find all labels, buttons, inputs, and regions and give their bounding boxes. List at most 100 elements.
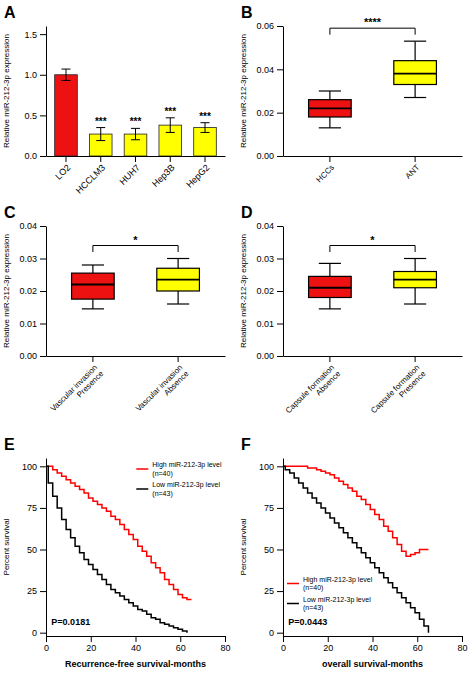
- whisker: [415, 85, 416, 98]
- legend-label-line: (n=43): [152, 490, 172, 498]
- legend-label: High miR-212-3p level(n=40): [152, 461, 222, 478]
- error-bar: [166, 118, 175, 133]
- median: [394, 73, 437, 75]
- tick-mark: [415, 356, 416, 362]
- tick-mark: [205, 156, 206, 162]
- tick-label-line: HCCLM3: [74, 162, 107, 195]
- box: [309, 100, 352, 117]
- tick-label: 100: [22, 462, 37, 472]
- tick: 20: [323, 636, 333, 653]
- texts: *Relative miR-212-3p expressionC: [2, 204, 178, 348]
- tick-label: 0.02: [256, 108, 274, 118]
- tick-mark: [40, 466, 46, 467]
- annotation: ***: [95, 116, 107, 127]
- legend-swatch: [287, 583, 299, 585]
- tick-mark: [40, 259, 46, 260]
- tick: 50: [27, 545, 46, 555]
- tick-label: Vascular invasionPresence: [49, 363, 106, 420]
- tick: LO2: [53, 156, 72, 182]
- y-axis-title: Relative miR-212-3p expression: [239, 34, 248, 148]
- tick-label-line: Absence: [162, 369, 191, 398]
- tick-label: 0.01: [256, 319, 274, 329]
- tick: 75: [27, 503, 46, 513]
- whisker-cap: [82, 264, 104, 265]
- tick-label: LO2: [53, 162, 72, 181]
- tick-label: 0: [44, 643, 49, 653]
- whisker: [329, 263, 330, 276]
- whisker: [415, 288, 416, 304]
- figure: ************Relative miR-212-3p expressi…: [0, 0, 474, 674]
- x-axis-title: overall survival-months: [322, 659, 423, 669]
- box: [309, 276, 352, 297]
- x-axis: Capsule formationAbsenceCapsule formatio…: [284, 356, 463, 421]
- x-axis: 020406080: [44, 636, 231, 653]
- tick-label: 0.03: [19, 254, 37, 264]
- tick-label: 75: [264, 503, 274, 513]
- tick-label: 0.06: [256, 21, 274, 31]
- tick-mark: [277, 324, 283, 325]
- marks: [72, 259, 200, 309]
- tick-mark: [40, 549, 46, 550]
- tick-label: Vascular invasionAbsence: [134, 363, 191, 420]
- legend-label-line: Low miR-212-3p level: [152, 481, 220, 489]
- y-axis: 0.000.010.020.030.04: [19, 221, 46, 361]
- tick-mark: [40, 291, 46, 292]
- tick-mark: [92, 356, 93, 362]
- tick-mark: [277, 633, 283, 634]
- legend-entry: Low miR-212-3p level(n=43): [136, 481, 220, 498]
- marks: [46, 466, 191, 632]
- axis-line: [283, 27, 284, 157]
- tick-mark: [277, 356, 283, 357]
- panel: overall survival-monthsP=0.0443High miR-…: [239, 436, 468, 669]
- tick-label: 0.0: [24, 151, 37, 161]
- tick-label: 80: [220, 643, 230, 653]
- tick: 80: [457, 636, 467, 653]
- axis-line: [283, 227, 284, 357]
- tick-mark: [40, 34, 46, 35]
- axis-line: [284, 356, 463, 357]
- tick: Capsule formationAbsence: [284, 356, 343, 421]
- legend-swatch: [287, 603, 299, 605]
- tick: 0.00: [19, 351, 46, 361]
- x-axis: 020406080: [281, 636, 468, 653]
- tick-mark: [40, 75, 46, 76]
- legend-label: Low miR-212-3p level(n=43): [303, 596, 371, 613]
- whisker: [415, 259, 416, 272]
- tick: 0: [44, 636, 49, 653]
- legend-entry: High miR-212-3p level(n=40): [136, 461, 222, 478]
- tick-label: HepG2: [184, 162, 211, 189]
- tick: Vascular invasionPresence: [49, 356, 106, 419]
- tick-label: 80: [457, 643, 467, 653]
- title: C: [4, 204, 16, 221]
- tick-mark: [277, 69, 283, 70]
- tick: 0.06: [256, 21, 283, 31]
- tick-mark: [40, 508, 46, 509]
- tick-label: 0: [281, 643, 286, 653]
- tick-label-line: HCCs: [315, 163, 336, 184]
- legend-label: Low miR-212-3p level(n=43): [152, 481, 220, 498]
- legend: High miR-212-3p level(n=40)Low miR-212-3…: [287, 576, 373, 613]
- tick-mark: [100, 156, 101, 162]
- tick-label: 0: [269, 628, 274, 638]
- panel: *Relative miR-212-3p expressionD Capsule …: [239, 204, 463, 421]
- tick-label: 75: [27, 503, 37, 513]
- tick-label: HUH7: [118, 162, 142, 186]
- legend-label-line: (n=43): [303, 604, 323, 612]
- tick-mark: [373, 636, 374, 642]
- tick-label: 0.00: [256, 151, 274, 161]
- error-bar: [200, 123, 209, 133]
- survival-line: [46, 466, 187, 632]
- tick-label-line: HepG2: [184, 162, 211, 189]
- tick-mark: [277, 508, 283, 509]
- tick-mark: [277, 226, 283, 227]
- tick-label: 20: [323, 643, 333, 653]
- tick-label: 0.02: [256, 286, 274, 296]
- axis-line: [46, 227, 47, 357]
- median: [157, 279, 200, 281]
- tick: Hep3B: [150, 156, 177, 189]
- texts: *Relative miR-212-3p expressionD: [239, 204, 415, 348]
- tick: 100: [22, 462, 46, 472]
- marks: [309, 41, 437, 128]
- axis-line: [284, 156, 463, 157]
- tick: HUH7: [118, 156, 142, 187]
